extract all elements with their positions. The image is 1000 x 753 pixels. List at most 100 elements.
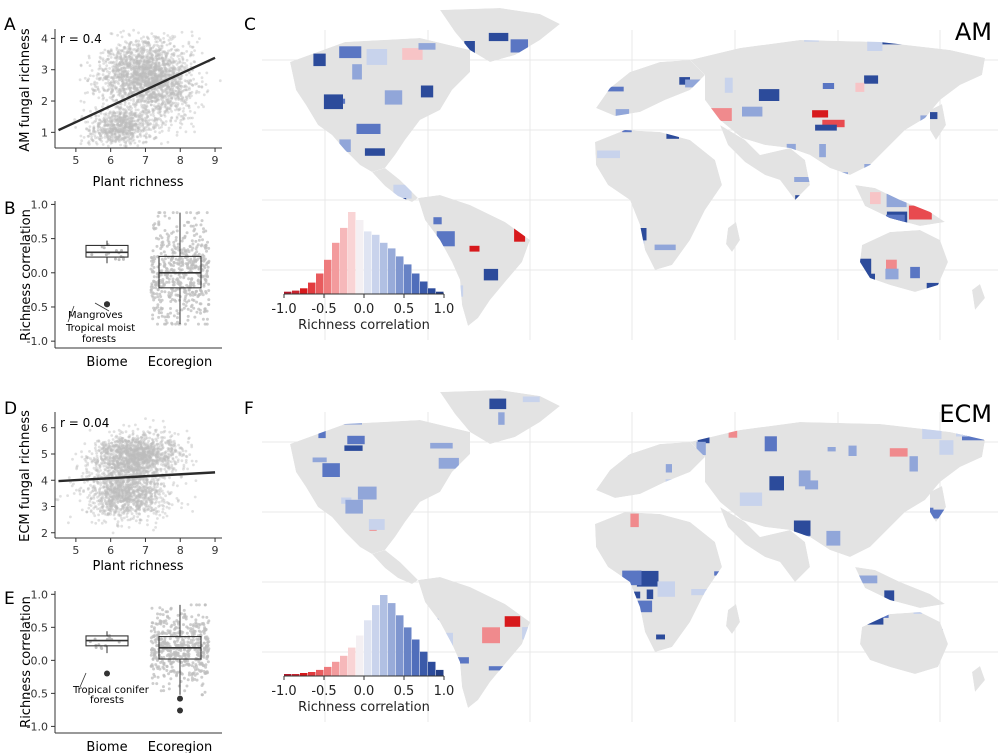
scatter-point xyxy=(147,67,151,71)
scatter-point xyxy=(140,51,144,55)
scatter-point xyxy=(143,99,147,102)
scatter-point xyxy=(92,74,95,78)
scatter-point xyxy=(119,461,123,465)
scatter-point xyxy=(143,103,147,107)
scatter-point xyxy=(180,81,184,85)
scatter-point xyxy=(87,77,91,81)
scatter-point xyxy=(152,137,156,141)
scatter-point xyxy=(121,431,124,434)
scatter-point xyxy=(159,467,163,471)
scatter-point xyxy=(160,57,164,60)
scatter-point xyxy=(170,61,174,65)
scatter-point xyxy=(143,60,146,64)
scatter-point xyxy=(97,445,101,449)
scatter-point xyxy=(115,46,119,50)
scatter-point xyxy=(131,135,135,139)
scatter-point xyxy=(193,60,197,64)
scatter-point xyxy=(127,45,131,49)
scatter-point xyxy=(151,447,155,451)
scatter-point xyxy=(158,112,162,116)
jitter-point xyxy=(160,298,164,302)
jitter-point xyxy=(167,216,171,220)
jitter-point xyxy=(196,279,200,283)
scatter-point xyxy=(166,85,169,89)
scatter-point xyxy=(96,136,99,139)
scatter-point xyxy=(151,109,155,113)
scatter-point xyxy=(148,70,152,74)
scatter-point xyxy=(144,99,148,103)
scatter-point xyxy=(126,62,130,66)
scatter-point xyxy=(163,114,167,118)
scatter-point xyxy=(124,430,128,434)
scatter-point xyxy=(189,53,193,57)
scatter-point xyxy=(141,76,145,79)
scatter-point xyxy=(109,448,113,451)
jitter-point xyxy=(180,251,184,255)
scatter-point xyxy=(143,84,147,87)
scatter-point xyxy=(109,60,113,64)
scatter-point xyxy=(115,460,119,463)
scatter-point xyxy=(88,142,91,146)
scatter-point xyxy=(184,449,188,453)
scatter-point xyxy=(185,64,189,67)
scatter-point xyxy=(138,74,142,78)
scatter-point xyxy=(141,72,145,76)
scatter-point xyxy=(109,76,112,79)
scatter-point xyxy=(175,133,179,137)
scatter-point xyxy=(188,82,191,86)
scatter-point xyxy=(135,88,139,92)
scatter-point xyxy=(176,484,179,488)
scatter-point xyxy=(144,134,147,138)
scatter-point xyxy=(161,516,165,519)
scatter-point xyxy=(145,61,149,65)
scatter-point xyxy=(121,90,125,93)
scatter-point xyxy=(161,447,164,450)
scatter-point xyxy=(73,118,77,121)
jitter-point xyxy=(197,252,201,256)
scatter-point xyxy=(136,99,140,102)
scatter-point xyxy=(97,463,101,467)
scatter-point xyxy=(134,423,137,427)
scatter-point xyxy=(200,80,204,84)
scatter-point xyxy=(180,459,184,463)
scatter-point xyxy=(82,108,86,112)
jitter-point xyxy=(194,259,198,263)
jitter-point xyxy=(154,236,158,240)
scatter-point xyxy=(112,80,116,84)
scatter-point xyxy=(167,129,171,132)
scatter-point xyxy=(183,79,187,83)
scatter-point xyxy=(109,56,113,59)
correlation-label-a: r = 0.4 xyxy=(60,32,102,46)
scatter-point xyxy=(129,72,133,76)
jitter-point xyxy=(187,220,191,224)
scatter-point xyxy=(171,93,175,97)
scatter-point xyxy=(139,56,143,60)
scatter-point xyxy=(92,125,96,129)
scatter-point xyxy=(149,103,153,107)
scatter-point xyxy=(127,78,131,82)
scatter-point xyxy=(119,89,123,92)
scatter-point xyxy=(140,65,143,69)
scatter-point xyxy=(104,448,108,451)
jitter-point xyxy=(204,278,208,282)
scatter-point xyxy=(101,78,105,82)
scatter-point xyxy=(123,111,127,114)
scatter-point xyxy=(80,474,84,478)
scatter-point xyxy=(137,128,141,132)
scatter-point xyxy=(193,130,197,134)
scatter-point xyxy=(136,144,140,148)
scatter-point xyxy=(115,54,119,58)
scatter-point xyxy=(99,455,103,459)
jitter-point xyxy=(150,256,154,260)
scatter-point xyxy=(118,57,121,60)
jitter-point xyxy=(190,239,194,243)
scatter-point xyxy=(106,144,110,148)
scatter-point xyxy=(165,52,169,55)
scatter-point xyxy=(118,106,122,110)
scatter-point xyxy=(106,49,110,53)
scatter-point xyxy=(179,91,183,95)
scatter-point xyxy=(140,116,144,120)
jitter-point xyxy=(172,283,176,287)
scatter-point xyxy=(131,79,134,82)
